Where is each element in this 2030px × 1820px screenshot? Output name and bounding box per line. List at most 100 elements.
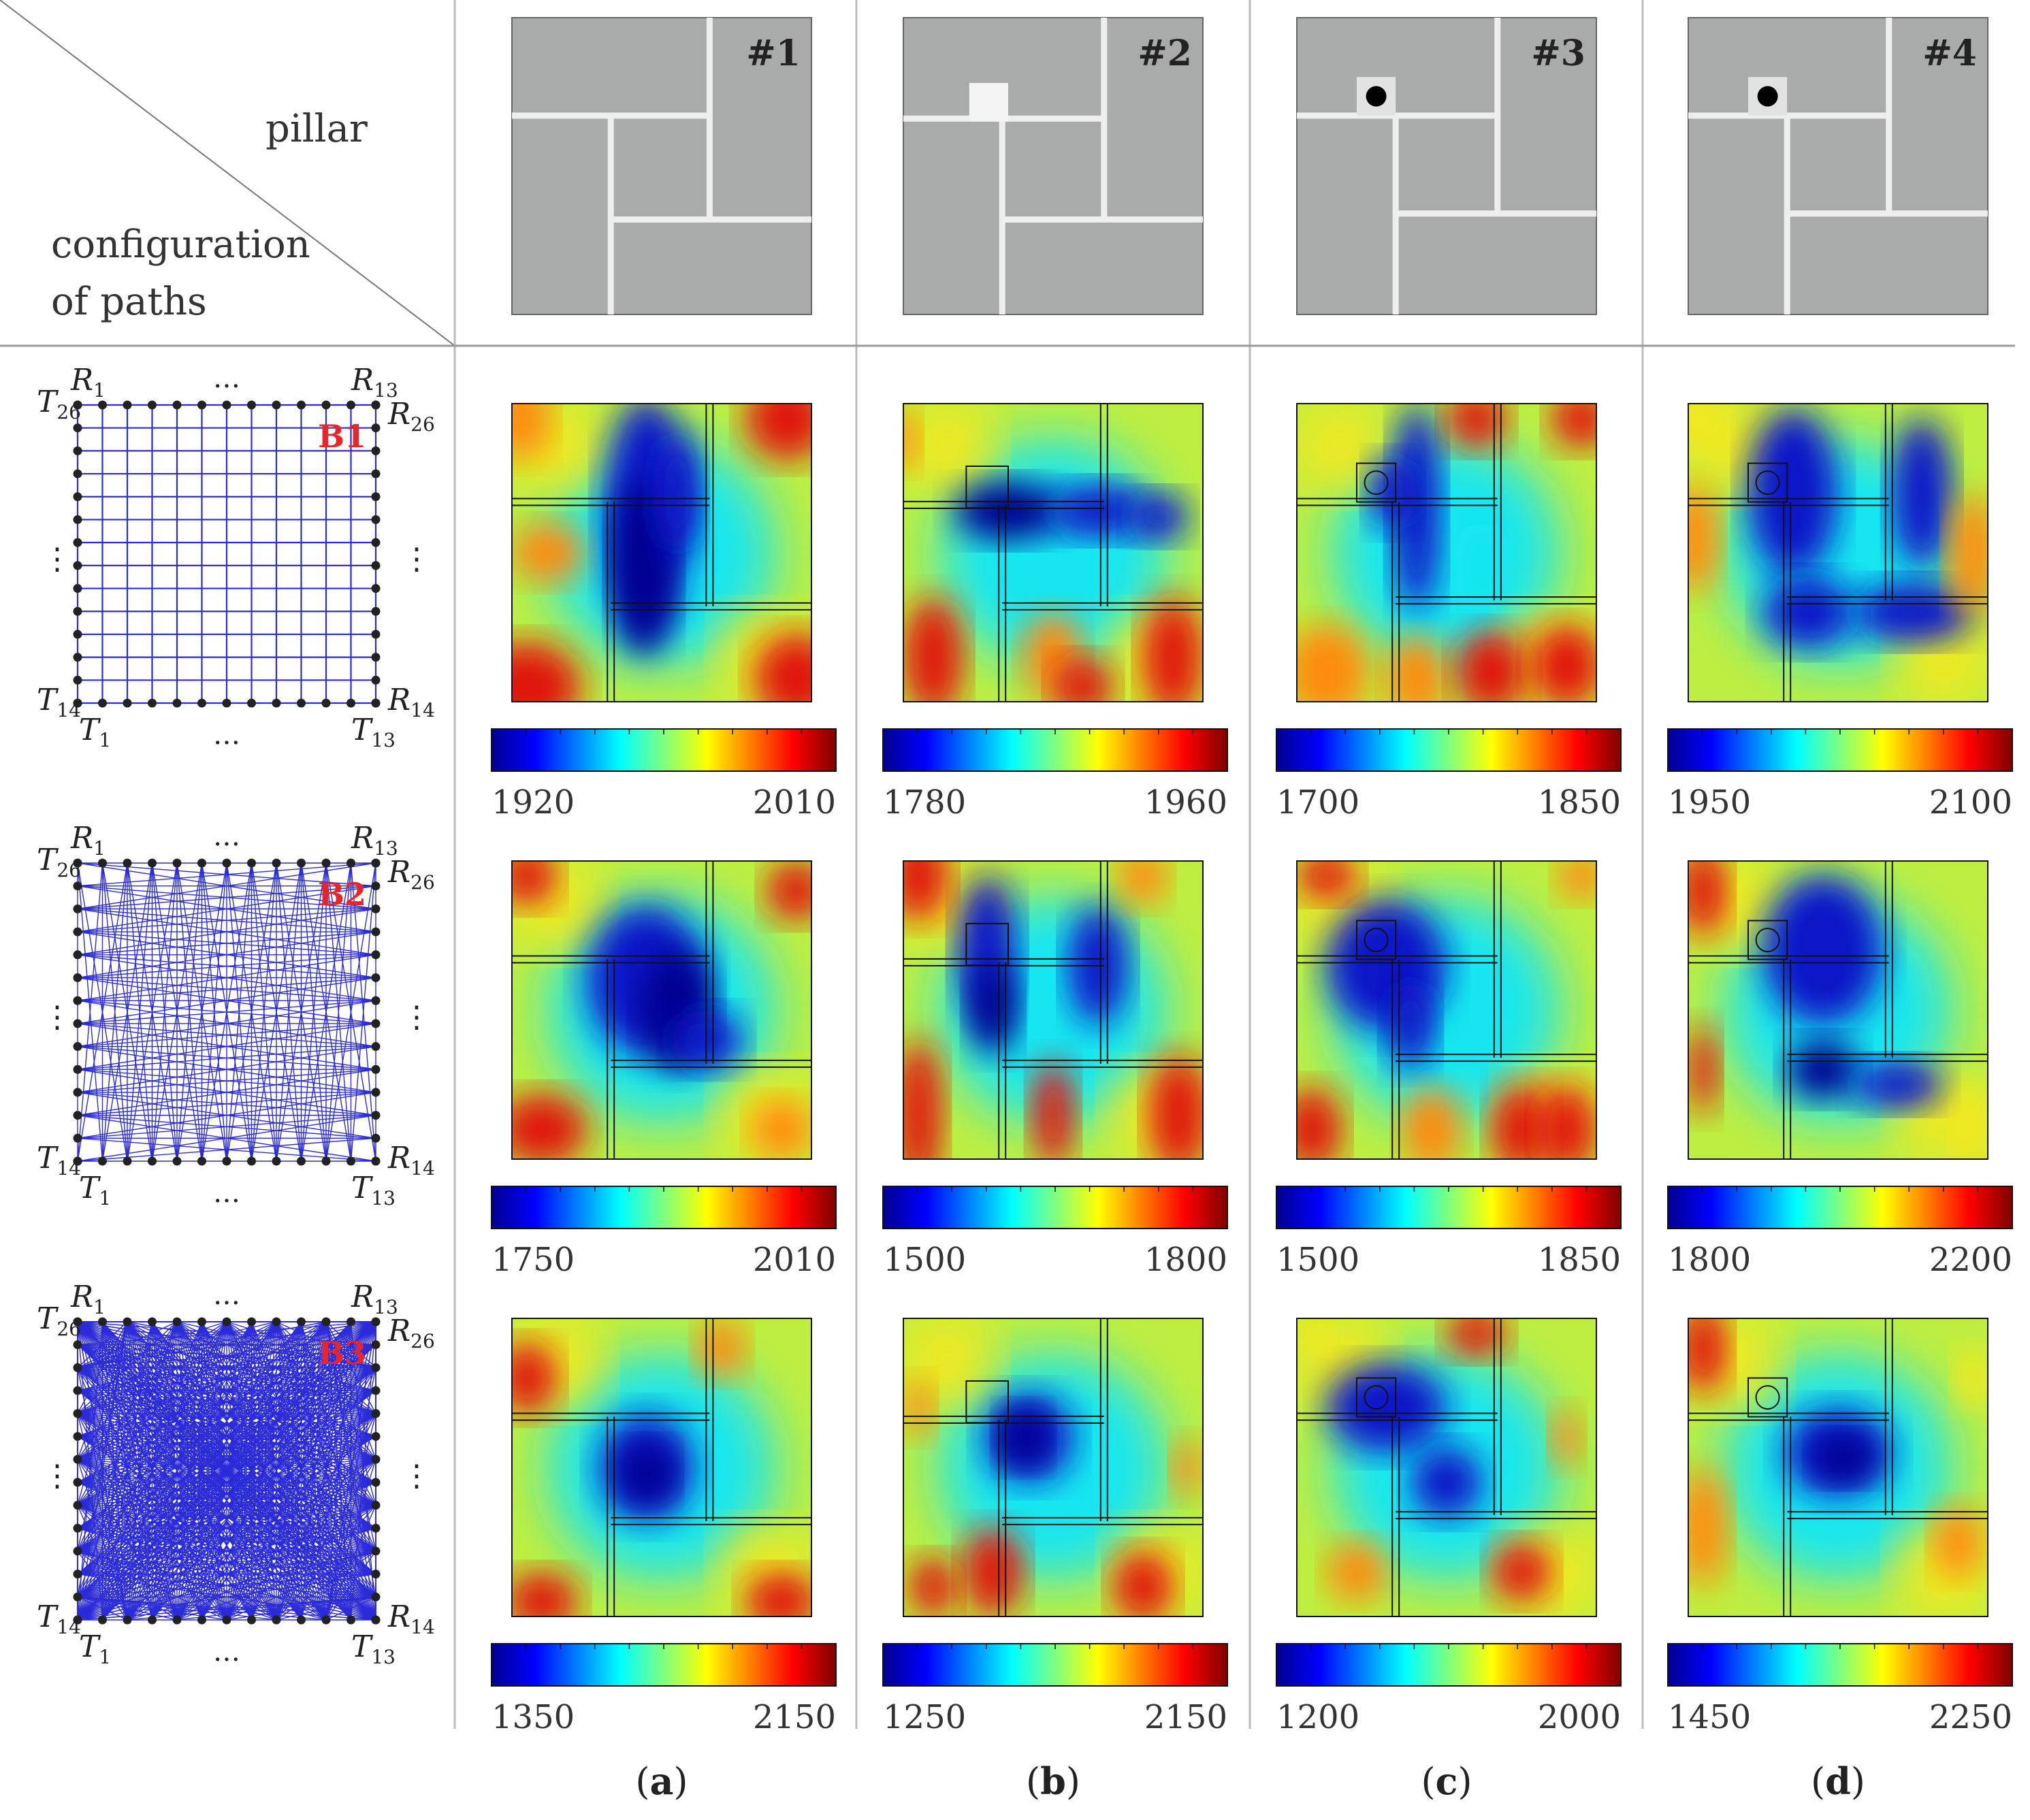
sensor-dot bbox=[371, 1363, 381, 1372]
velocity-blob bbox=[1688, 404, 1724, 449]
sensor-dot bbox=[371, 538, 381, 547]
sensor-dot bbox=[371, 1156, 381, 1166]
sensor-label-t26: T26 bbox=[37, 1301, 81, 1340]
sensor-dot bbox=[371, 1523, 381, 1533]
sensor-dot bbox=[297, 1615, 306, 1625]
inclusion-outline bbox=[1364, 470, 1389, 495]
sensor-dot bbox=[272, 1317, 281, 1327]
sensor-dot bbox=[73, 1363, 82, 1372]
velocity-blob bbox=[1688, 1467, 1728, 1587]
velocity-blob bbox=[1050, 484, 1146, 538]
sensor-dot bbox=[73, 584, 82, 594]
velocity-blob bbox=[1688, 1318, 1728, 1393]
defect-outline bbox=[1356, 920, 1397, 960]
colorbar: 1920 2010 bbox=[491, 728, 837, 822]
colorbar-max-label: 2150 bbox=[1144, 1698, 1227, 1736]
column-label: (c) bbox=[1421, 1759, 1472, 1803]
sensor-dots bbox=[73, 858, 381, 1166]
sensor-dot bbox=[272, 1615, 281, 1625]
pillar-diagram: #4 bbox=[1688, 17, 1988, 315]
velocity-blob bbox=[767, 861, 811, 921]
colorbar-max-label: 2010 bbox=[753, 1241, 836, 1279]
sensor-dot bbox=[371, 423, 381, 433]
velocity-blob bbox=[1530, 624, 1596, 702]
colorbar-gradient bbox=[882, 728, 1228, 772]
sensor-dot bbox=[321, 858, 331, 868]
velocity-blob bbox=[969, 965, 1018, 1055]
sensor-dot bbox=[272, 858, 281, 868]
velocity-blob bbox=[1455, 630, 1528, 702]
map-frame bbox=[511, 860, 812, 1160]
velocity-blob bbox=[1327, 1542, 1387, 1602]
sensor-dot bbox=[73, 630, 82, 639]
velocity-map bbox=[1688, 1318, 1988, 1617]
velocity-blob bbox=[1464, 523, 1501, 613]
sensor-dot bbox=[73, 492, 82, 502]
sensor-dot bbox=[98, 1615, 107, 1625]
sensor-dot bbox=[371, 1042, 381, 1052]
velocity-blob bbox=[512, 1572, 578, 1616]
colorbars: 1920 2010 1780 1960 1700 1850 1950 2100 1750 2010… bbox=[491, 728, 2013, 1736]
sensor-dot bbox=[197, 698, 206, 708]
sensor-label-t26: T26 bbox=[37, 385, 81, 423]
map-frame bbox=[511, 403, 812, 702]
right-vellipsis: ⋮ bbox=[402, 542, 432, 576]
sensor-dot bbox=[172, 1317, 182, 1327]
map-frame bbox=[1688, 403, 1988, 702]
sensor-dot bbox=[73, 1156, 82, 1166]
sensor-dot bbox=[247, 1615, 256, 1625]
corner-diagonal bbox=[0, 0, 455, 346]
sensor-dot bbox=[73, 423, 82, 433]
sensor-dot bbox=[247, 858, 256, 868]
map-frame bbox=[903, 403, 1204, 702]
sensor-dot bbox=[297, 858, 306, 868]
sensor-dot bbox=[73, 1409, 82, 1418]
sensor-dot bbox=[371, 904, 381, 913]
velocity-blob bbox=[903, 597, 963, 702]
velocity-blob bbox=[1113, 1550, 1173, 1616]
sensor-dot bbox=[347, 858, 355, 868]
sensor-dot bbox=[73, 1317, 82, 1327]
sensor-dot bbox=[347, 698, 355, 708]
sensor-dot bbox=[73, 904, 82, 913]
sensor-dot bbox=[371, 858, 381, 868]
sensor-dot bbox=[148, 698, 157, 708]
sensor-dot bbox=[98, 858, 107, 868]
sensor-dot bbox=[172, 698, 182, 708]
sensor-dot bbox=[197, 1615, 206, 1625]
tomography-maps bbox=[511, 403, 1988, 1617]
sensor-dots bbox=[73, 1317, 381, 1625]
sensor-label-t13: T13 bbox=[351, 1629, 396, 1668]
sensor-dot bbox=[73, 653, 82, 662]
colorbar-min-label: 1450 bbox=[1668, 1698, 1751, 1736]
inclusion-dot bbox=[1757, 86, 1778, 107]
velocity-blob bbox=[954, 481, 1063, 541]
velocity-map bbox=[511, 403, 812, 702]
velocity-map bbox=[1296, 860, 1597, 1160]
sensor-dot bbox=[297, 1317, 306, 1327]
bottom-ellipsis: … bbox=[213, 1636, 240, 1668]
colorbar: 1250 2150 bbox=[882, 1643, 1228, 1736]
sensor-dot bbox=[222, 858, 231, 868]
colorbar-max-label: 1850 bbox=[1538, 1241, 1621, 1279]
sensor-dot bbox=[247, 1317, 256, 1327]
colorbar-gradient bbox=[1667, 728, 2013, 772]
table-grid bbox=[0, 0, 2015, 1729]
sensor-dot bbox=[73, 1340, 82, 1350]
sensor-dot bbox=[73, 1111, 82, 1120]
inclusion-outline bbox=[1364, 928, 1389, 953]
column-label: (b) bbox=[1026, 1759, 1080, 1803]
sensor-dot bbox=[73, 675, 82, 685]
velocity-map bbox=[511, 1318, 812, 1617]
velocity-blob bbox=[1128, 493, 1188, 541]
velocity-blob bbox=[1447, 404, 1507, 449]
velocity-blob bbox=[1118, 861, 1167, 906]
sensor-dot bbox=[371, 1317, 381, 1327]
velocity-blob bbox=[1948, 493, 1988, 613]
sensor-dot bbox=[73, 1455, 82, 1464]
defect-outline bbox=[965, 922, 1010, 966]
sensor-dot bbox=[98, 400, 107, 410]
velocity-blob bbox=[1688, 484, 1718, 591]
velocity-blob bbox=[963, 1527, 1023, 1616]
velocity-blob bbox=[1297, 624, 1369, 702]
